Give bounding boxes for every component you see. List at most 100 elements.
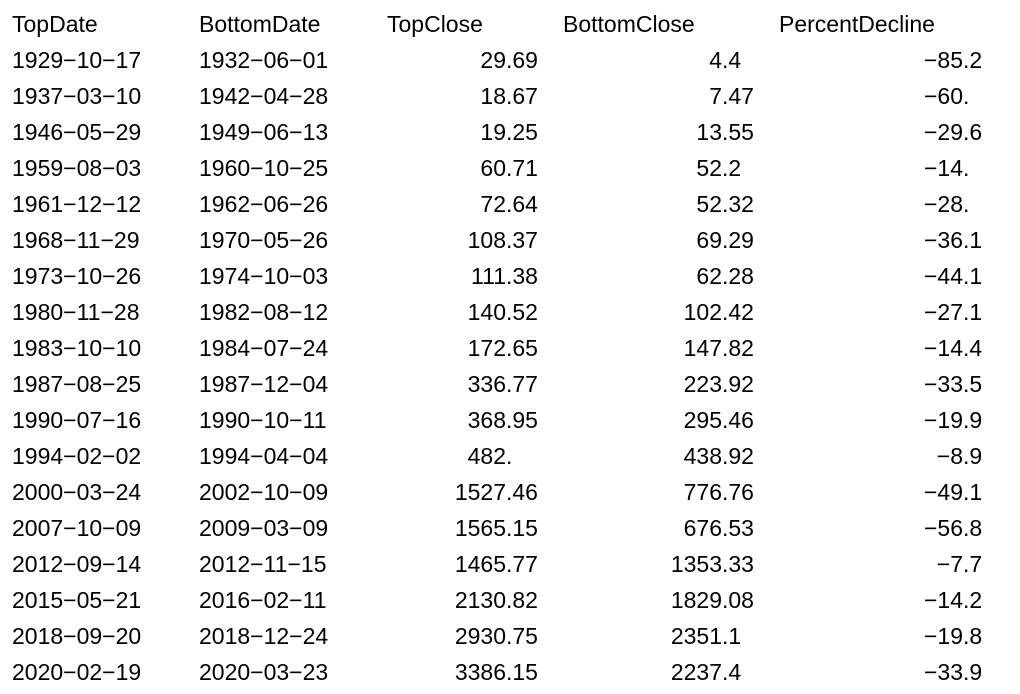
header-row: TopDate BottomDate TopClose BottomClose …: [0, 6, 1020, 42]
cell-percentdecline: −14.: [923, 155, 970, 181]
cell-percentdecline: −19.9: [923, 407, 983, 433]
cell-bottomclose: 4.4: [709, 47, 742, 73]
cell-topclose: 1565.15: [454, 515, 538, 541]
table-row: 1946−05−29 1949−06−13 19.25 13.55 −29.6: [0, 114, 1020, 150]
table-row: 2007−10−09 2009−03−09 1565.15 676.53 −56.8: [0, 510, 1020, 546]
cell-topclose: 336.77: [467, 371, 538, 397]
table-row: 1987−08−25 1987−12−04 336.77 223.92 −33.5: [0, 366, 1020, 402]
cell-topdate: 1983−10−10: [12, 335, 142, 361]
table-row: 2012−09−14 2012−11−15 1465.77 1353.33 −7.7: [0, 546, 1020, 582]
cell-bottomdate: 2002−10−09: [199, 479, 329, 505]
cell-percentdecline: −19.8: [923, 623, 983, 649]
cell-topclose: 18.67: [480, 83, 538, 109]
table-row: 2015−05−21 2016−02−11 2130.82 1829.08 −14.2: [0, 582, 1020, 618]
cell-percentdecline: −33.9: [923, 659, 983, 685]
cell-bottomdate: 1990−10−11: [199, 407, 327, 433]
cell-topdate: 2018−09−20: [12, 623, 142, 649]
cell-topdate: 1929−10−17: [12, 47, 142, 73]
cell-bottomclose: 776.76: [683, 479, 754, 505]
cell-bottomclose: 13.55: [696, 119, 754, 145]
header-percentdecline: PercentDecline: [779, 11, 935, 37]
cell-bottomclose: 2351.1: [670, 623, 742, 649]
cell-bottomdate: 1962−06−26: [199, 191, 329, 217]
table-row: 1973−10−26 1974−10−03 111.38 62.28 −44.1: [0, 258, 1020, 294]
cell-percentdecline: −44.1: [923, 263, 983, 289]
table-row: 1994−02−02 1994−04−04 482. 438.92 −8.9: [0, 438, 1020, 474]
cell-topdate: 1961−12−12: [12, 191, 142, 217]
table-row: 2020−02−19 2020−03−23 3386.15 2237.4 −33.9: [0, 654, 1020, 690]
cell-bottomclose: 52.2: [696, 155, 742, 181]
header-bottomdate: BottomDate: [199, 11, 321, 37]
cell-topdate: 1990−07−16: [12, 407, 142, 433]
cell-percentdecline: −14.4: [923, 335, 983, 361]
cell-topdate: 1946−05−29: [12, 119, 142, 145]
cell-topclose: 2930.75: [454, 623, 538, 649]
cell-topclose: 368.95: [467, 407, 538, 433]
cell-bottomclose: 1829.08: [670, 587, 754, 613]
cell-topdate: 1980−11−28: [12, 299, 140, 325]
cell-topdate: 2000−03−24: [12, 479, 142, 505]
cell-bottomclose: 295.46: [683, 407, 754, 433]
cell-percentdecline: −8.9: [936, 443, 983, 469]
cell-topdate: 1937−03−10: [12, 83, 142, 109]
cell-percentdecline: −49.1: [923, 479, 983, 505]
cell-bottomdate: 2020−03−23: [199, 659, 329, 685]
cell-bottomdate: 2009−03−09: [199, 515, 329, 541]
cell-bottomclose: 2237.4: [670, 659, 742, 685]
cell-topclose: 482.: [467, 443, 513, 469]
table-row: 2000−03−24 2002−10−09 1527.46 776.76 −49.1: [0, 474, 1020, 510]
cell-bottomdate: 2018−12−24: [199, 623, 329, 649]
cell-topclose: 60.71: [480, 155, 538, 181]
cell-topclose: 2130.82: [454, 587, 538, 613]
cell-topdate: 1968−11−29: [12, 227, 140, 253]
cell-topclose: 108.37: [467, 227, 538, 253]
cell-bottomclose: 102.42: [683, 299, 754, 325]
cell-bottomdate: 1974−10−03: [199, 263, 329, 289]
cell-topclose: 140.52: [467, 299, 538, 325]
cell-topclose: 172.65: [467, 335, 538, 361]
cell-bottomdate: 1932−06−01: [199, 47, 329, 73]
table-row: 2018−09−20 2018−12−24 2930.75 2351.1 −19.8: [0, 618, 1020, 654]
cell-topdate: 2012−09−14: [12, 551, 142, 577]
cell-percentdecline: −14.2: [923, 587, 983, 613]
table-row: 1961−12−12 1962−06−26 72.64 52.32 −28.: [0, 186, 1020, 222]
cell-percentdecline: −56.8: [923, 515, 983, 541]
cell-bottomclose: 69.29: [696, 227, 754, 253]
cell-percentdecline: −85.2: [923, 47, 983, 73]
cell-topdate: 1959−08−03: [12, 155, 142, 181]
cell-bottomclose: 7.47: [709, 83, 754, 109]
table-row: 1929−10−17 1932−06−01 29.69 4.4 −85.2: [0, 42, 1020, 78]
cell-topdate: 1973−10−26: [12, 263, 142, 289]
cell-bottomdate: 2012−11−15: [199, 551, 327, 577]
cell-percentdecline: −36.1: [923, 227, 983, 253]
cell-topclose: 1527.46: [454, 479, 538, 505]
table-row: 1990−07−16 1990−10−11 368.95 295.46 −19.9: [0, 402, 1020, 438]
cell-bottomclose: 147.82: [683, 335, 754, 361]
cell-bottomclose: 676.53: [683, 515, 754, 541]
table-row: 1937−03−10 1942−04−28 18.67 7.47 −60.: [0, 78, 1020, 114]
cell-bottomclose: 223.92: [683, 371, 754, 397]
cell-percentdecline: −29.6: [923, 119, 983, 145]
cell-bottomclose: 438.92: [683, 443, 754, 469]
cell-topdate: 2007−10−09: [12, 515, 142, 541]
cell-topdate: 1994−02−02: [12, 443, 142, 469]
table-row: 1980−11−28 1982−08−12 140.52 102.42 −27.1: [0, 294, 1020, 330]
cell-percentdecline: −28.: [923, 191, 970, 217]
cell-bottomclose: 52.32: [696, 191, 754, 217]
cell-bottomdate: 1970−05−26: [199, 227, 329, 253]
cell-bottomdate: 1982−08−12: [199, 299, 329, 325]
header-topclose: TopClose: [387, 11, 483, 37]
cell-percentdecline: −33.5: [923, 371, 983, 397]
cell-topdate: 2015−05−21: [12, 587, 142, 613]
header-bottomclose: BottomClose: [563, 11, 695, 37]
cell-topdate: 1987−08−25: [12, 371, 142, 397]
table-row: 1968−11−29 1970−05−26 108.37 69.29 −36.1: [0, 222, 1020, 258]
header-topdate: TopDate: [12, 11, 98, 37]
cell-bottomdate: 1994−04−04: [199, 443, 329, 469]
cell-bottomdate: 1987−12−04: [199, 371, 329, 397]
cell-topclose: 72.64: [480, 191, 538, 217]
cell-bottomdate: 1942−04−28: [199, 83, 329, 109]
cell-topclose: 29.69: [480, 47, 538, 73]
cell-topclose: 19.25: [480, 119, 538, 145]
cell-bottomdate: 1949−06−13: [199, 119, 329, 145]
